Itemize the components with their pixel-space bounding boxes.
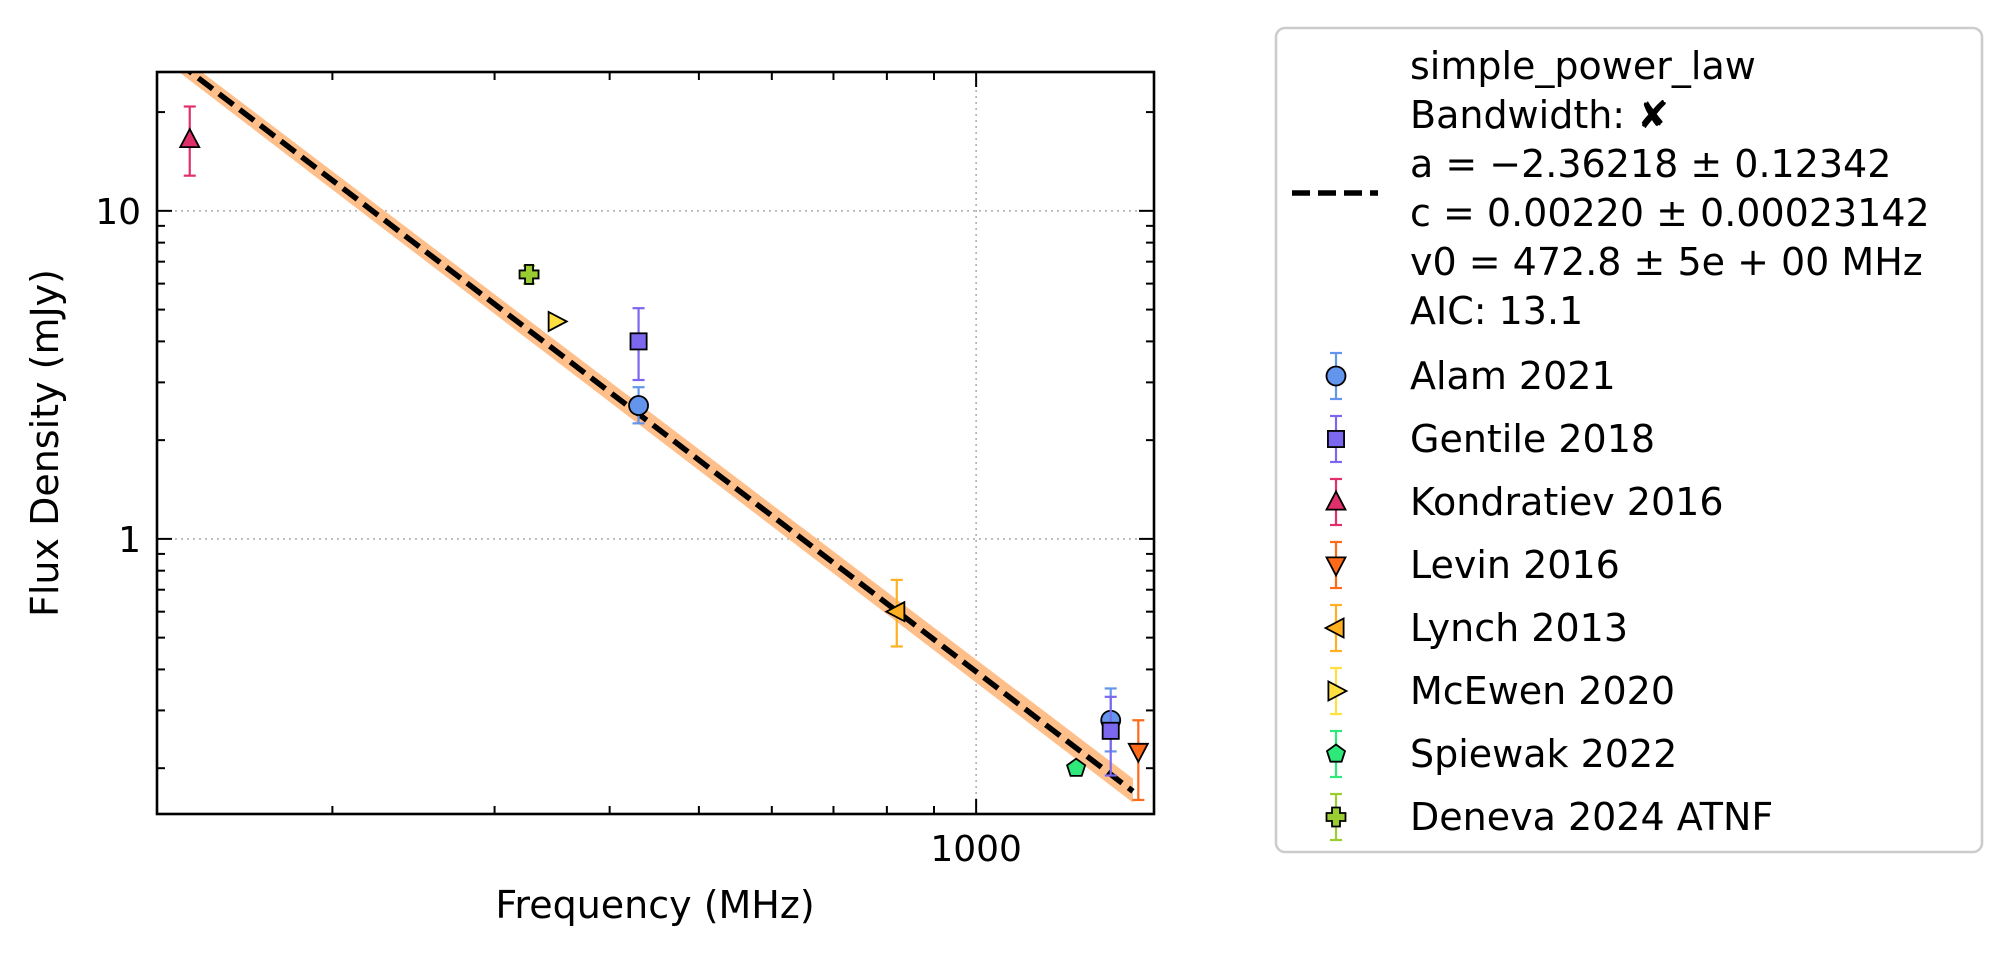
point-deneva-2024-atnf xyxy=(518,264,540,285)
tick-labels: 1000 1 10 xyxy=(95,192,1022,870)
legend-label-mcewen-2020: McEwen 2020 xyxy=(1410,669,1675,713)
legend-entry-alam-2021: Alam 2021 xyxy=(1325,351,1616,401)
point-spiewak-2022 xyxy=(1066,757,1087,777)
legend-entry-deneva-2024-atnf: Deneva 2024 ATNF xyxy=(1325,792,1773,842)
point-alam-2021 xyxy=(628,395,649,416)
legend: simple_power_law Bandwidth: ✘ a = −2.36218… xyxy=(1274,26,1984,854)
legend-label-kondratiev-2016: Kondratiev 2016 xyxy=(1410,480,1724,524)
axis-ticks xyxy=(157,72,1154,814)
x-axis-label: Frequency (MHz) xyxy=(495,883,814,927)
legend-frame xyxy=(1274,26,1984,854)
x-tick-label: 1000 xyxy=(930,829,1022,870)
y-tick-label: 1 xyxy=(118,520,141,561)
legend-marker-alam-2021 xyxy=(1325,365,1347,387)
legend-label-lynch-2013: Lynch 2013 xyxy=(1410,606,1628,650)
legend-label-deneva-2024-atnf: Deneva 2024 ATNF xyxy=(1410,795,1773,839)
legend-entry-mcewen-2020: McEwen 2020 xyxy=(1327,666,1675,716)
legend-fit-line: v0 = 472.8 ± 5e + 00 MHz xyxy=(1410,240,1923,284)
legend-fit-line: c = 0.00220 ± 0.00023142 xyxy=(1410,191,1930,235)
data-points xyxy=(178,105,1150,802)
fit-layer xyxy=(178,72,1135,803)
legend-fit-line: a = −2.36218 ± 0.12342 xyxy=(1410,142,1891,186)
legend-marker-spiewak-2022 xyxy=(1325,743,1347,763)
legend-fit-text: simple_power_law Bandwidth: ✘ a = −2.36218… xyxy=(1410,44,1930,333)
legend-entries: Alam 2021 Gentile 2018 Kondratiev 2016 Levi… xyxy=(1323,351,1773,842)
y-tick-label: 10 xyxy=(95,192,141,233)
legend-label-spiewak-2022: Spiewak 2022 xyxy=(1410,732,1677,776)
point-lynch-2013 xyxy=(884,600,906,623)
legend-fit-line: Bandwidth: ✘ xyxy=(1410,93,1669,137)
point-levin-2016 xyxy=(1127,742,1150,764)
legend-marker-kondratiev-2016 xyxy=(1325,489,1347,511)
legend-entry-levin-2016: Levin 2016 xyxy=(1325,540,1620,590)
legend-fit-line: AIC: 13.1 xyxy=(1410,289,1583,333)
legend-label-gentile-2018: Gentile 2018 xyxy=(1410,417,1655,461)
point-kondratiev-2016 xyxy=(178,127,201,148)
point-gentile-2018 xyxy=(1101,721,1120,740)
y-axis-label: Flux Density (mJy) xyxy=(23,269,67,617)
point-gentile-2018 xyxy=(629,332,648,351)
legend-marker-deneva-2024-atnf xyxy=(1325,806,1347,828)
fit-uncertainty-band xyxy=(178,72,1133,803)
legend-entry-gentile-2018: Gentile 2018 xyxy=(1327,414,1655,464)
legend-marker-mcewen-2020 xyxy=(1327,680,1349,702)
fit-line xyxy=(185,72,1135,794)
legend-fit-line: simple_power_law xyxy=(1410,44,1756,88)
point-mcewen-2020 xyxy=(547,310,569,333)
legend-marker-lynch-2013 xyxy=(1323,617,1345,639)
legend-marker-levin-2016 xyxy=(1325,556,1347,578)
legend-label-alam-2021: Alam 2021 xyxy=(1410,354,1616,398)
legend-entry-kondratiev-2016: Kondratiev 2016 xyxy=(1325,477,1724,527)
plot-frame xyxy=(155,70,1156,816)
legend-marker-gentile-2018 xyxy=(1327,430,1345,448)
legend-entry-lynch-2013: Lynch 2013 xyxy=(1323,603,1628,653)
legend-entry-spiewak-2022: Spiewak 2022 xyxy=(1325,729,1677,779)
grid-lines xyxy=(157,72,1154,814)
legend-label-levin-2016: Levin 2016 xyxy=(1410,543,1620,587)
